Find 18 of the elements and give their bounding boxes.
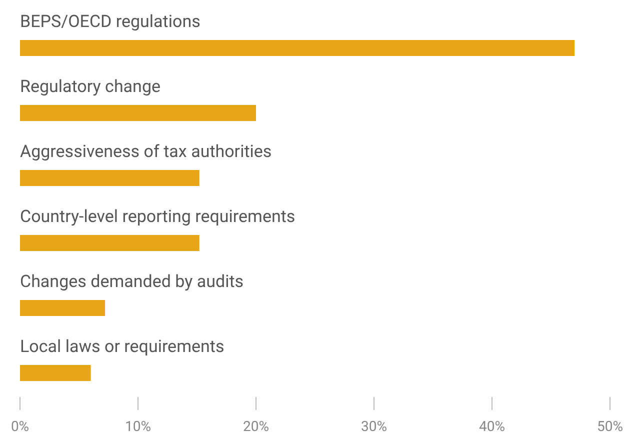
x-tick-label: 30% [361, 419, 387, 434]
x-tick-label: 20% [243, 419, 269, 434]
y-tick-label: Changes demanded by audits [20, 272, 244, 292]
bar [20, 300, 105, 316]
bar [20, 365, 91, 381]
bar [20, 235, 200, 251]
bar [20, 40, 575, 56]
x-tick-label: 50% [597, 419, 623, 434]
x-tick-label: 40% [479, 419, 505, 434]
y-tick-label: BEPS/OECD regulations [20, 12, 200, 32]
y-tick-label: Local laws or requirements [20, 337, 224, 357]
y-tick-label: Aggressiveness of tax authorities [20, 142, 272, 162]
y-tick-label: Regulatory change [20, 77, 161, 97]
bar [20, 105, 256, 121]
y-tick-label: Country-level reporting requirements [20, 207, 296, 227]
x-tick-label: 0% [10, 419, 30, 434]
x-tick-label: 10% [125, 419, 151, 434]
bar [20, 170, 200, 186]
